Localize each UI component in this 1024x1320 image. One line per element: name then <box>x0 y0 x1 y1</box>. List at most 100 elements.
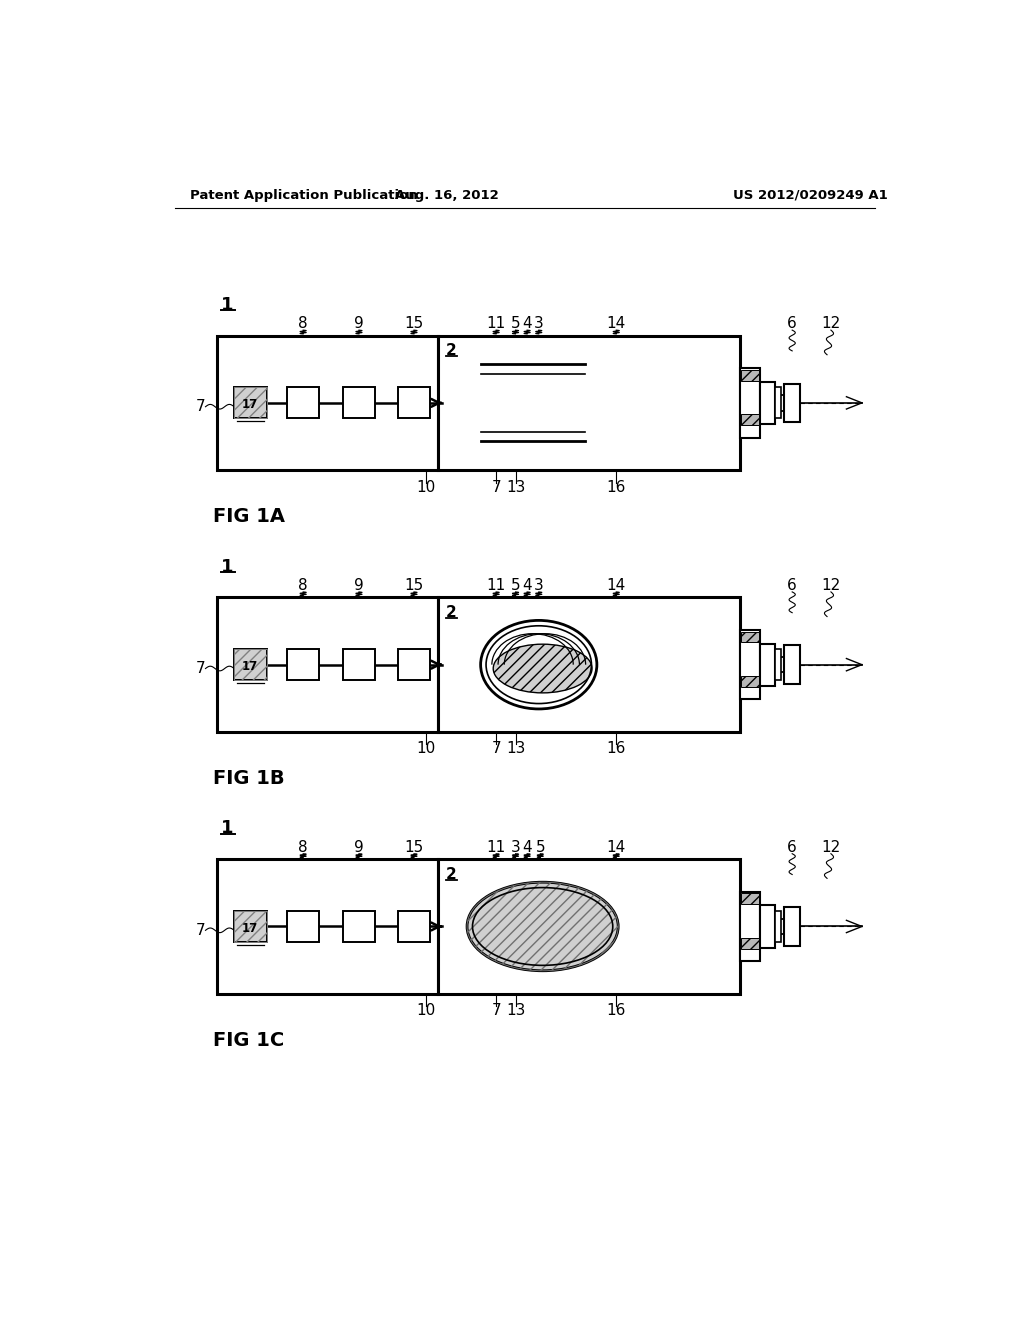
Bar <box>287 911 319 942</box>
Ellipse shape <box>467 882 618 970</box>
Bar <box>775 388 781 418</box>
Text: 10: 10 <box>417 742 436 756</box>
Bar <box>438 597 740 733</box>
Text: US 2012/0209249 A1: US 2012/0209249 A1 <box>732 189 888 202</box>
Text: 1: 1 <box>221 820 233 837</box>
Bar <box>217 859 438 994</box>
Bar <box>287 649 319 680</box>
Text: 15: 15 <box>404 317 424 331</box>
Text: 8: 8 <box>298 578 308 593</box>
Text: 9: 9 <box>354 317 364 331</box>
Text: 6: 6 <box>787 317 797 331</box>
Bar <box>741 939 759 949</box>
Bar <box>217 335 438 470</box>
Text: 17: 17 <box>242 921 258 935</box>
Text: 14: 14 <box>606 840 626 855</box>
Text: 7: 7 <box>196 923 205 937</box>
Text: 16: 16 <box>606 742 626 756</box>
Bar <box>397 388 430 418</box>
Text: 9: 9 <box>354 840 364 855</box>
Text: 17: 17 <box>242 660 258 673</box>
Bar <box>234 911 266 942</box>
Bar <box>784 384 800 422</box>
Text: 17: 17 <box>242 397 258 411</box>
Bar <box>775 911 781 942</box>
Text: 16: 16 <box>606 479 626 495</box>
Bar <box>397 911 430 942</box>
Text: 15: 15 <box>404 578 424 593</box>
Text: 9: 9 <box>354 578 364 593</box>
Text: 15: 15 <box>404 840 424 855</box>
Bar <box>217 597 438 733</box>
Bar <box>397 649 430 680</box>
Text: FIG 1A: FIG 1A <box>213 507 286 525</box>
Text: 2: 2 <box>445 605 457 620</box>
Text: 8: 8 <box>298 317 308 331</box>
Text: 3: 3 <box>534 578 544 593</box>
Text: 12: 12 <box>821 317 841 331</box>
Bar <box>234 388 266 418</box>
Text: 12: 12 <box>821 578 841 593</box>
Bar <box>741 414 759 425</box>
Text: 11: 11 <box>486 578 506 593</box>
Text: 10: 10 <box>417 1003 436 1018</box>
Bar <box>343 649 375 680</box>
Text: FIG 1B: FIG 1B <box>213 768 285 788</box>
Bar <box>740 630 760 700</box>
Text: 7: 7 <box>492 1003 501 1018</box>
Bar <box>784 907 800 945</box>
Text: 2: 2 <box>445 867 457 882</box>
Bar <box>234 388 266 418</box>
Bar <box>438 335 740 470</box>
Text: 7: 7 <box>492 742 501 756</box>
Bar <box>438 859 740 994</box>
Bar <box>740 892 760 961</box>
Bar <box>287 388 319 418</box>
Bar <box>234 649 266 680</box>
Text: 7: 7 <box>492 479 501 495</box>
Text: 13: 13 <box>506 742 525 756</box>
Bar <box>343 911 375 942</box>
Text: 6: 6 <box>787 840 797 855</box>
Bar <box>741 676 759 686</box>
Text: 1: 1 <box>221 296 233 314</box>
Bar <box>784 645 800 684</box>
Text: 16: 16 <box>606 1003 626 1018</box>
Text: 3: 3 <box>534 317 544 331</box>
Text: 4: 4 <box>522 578 531 593</box>
Ellipse shape <box>494 644 592 693</box>
Text: 10: 10 <box>417 479 436 495</box>
Bar <box>760 381 775 424</box>
Text: 8: 8 <box>298 840 308 855</box>
Text: 14: 14 <box>606 317 626 331</box>
Text: 13: 13 <box>506 479 525 495</box>
Text: 14: 14 <box>606 578 626 593</box>
Text: 11: 11 <box>486 317 506 331</box>
Text: 13: 13 <box>506 1003 525 1018</box>
Text: 4: 4 <box>522 840 531 855</box>
Text: Patent Application Publication: Patent Application Publication <box>190 189 418 202</box>
Text: 5: 5 <box>511 317 520 331</box>
Text: 5: 5 <box>536 840 545 855</box>
Text: FIG 1C: FIG 1C <box>213 1031 285 1049</box>
Bar <box>741 631 759 643</box>
Bar <box>740 368 760 437</box>
Text: 5: 5 <box>511 578 520 593</box>
Bar <box>741 370 759 380</box>
Text: Aug. 16, 2012: Aug. 16, 2012 <box>395 189 499 202</box>
Text: 3: 3 <box>511 840 520 855</box>
Text: 7: 7 <box>196 661 205 676</box>
Bar <box>760 644 775 686</box>
Text: 4: 4 <box>522 317 531 331</box>
Text: 1: 1 <box>221 557 233 576</box>
Bar <box>760 906 775 948</box>
Text: 7: 7 <box>196 399 205 414</box>
Bar <box>775 649 781 680</box>
Bar <box>343 388 375 418</box>
Text: 6: 6 <box>787 578 797 593</box>
Bar <box>234 911 266 942</box>
Bar <box>234 649 266 680</box>
Bar <box>741 894 759 904</box>
Ellipse shape <box>480 620 597 709</box>
Text: 11: 11 <box>486 840 506 855</box>
